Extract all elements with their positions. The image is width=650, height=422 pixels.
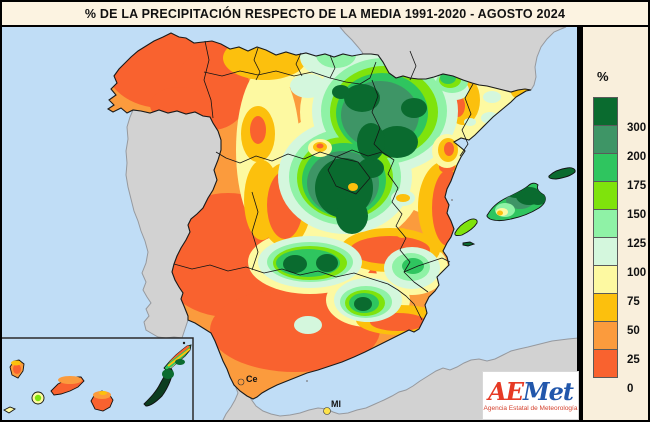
logo-letter-e: e: [548, 376, 564, 406]
legend-swatch-0: [593, 349, 618, 378]
la-graciosa-islet: [182, 341, 186, 345]
legend-swatch-175: [593, 153, 618, 182]
legend-label-150: 150: [627, 208, 647, 221]
legend-swatch-200: [593, 125, 618, 154]
legend-color-scale: [593, 97, 618, 378]
legend-panel: % 300 200 175 150 125 100 75 50 25 0: [577, 27, 650, 422]
legend-swatch-150: [593, 181, 618, 210]
aemet-logo-tagline: Agencia Estatal de Meteorología: [483, 404, 578, 412]
legend-label-25: 25: [627, 353, 640, 366]
formentera-island: [462, 241, 476, 247]
legend-label-125: 125: [627, 237, 647, 250]
legend-swatch-50: [593, 293, 618, 322]
legend-label-200: 200: [627, 150, 647, 163]
logo-letter-t: t: [562, 376, 574, 406]
ceuta-label: Ce: [246, 374, 258, 384]
melilla-marker: Ml: [323, 399, 341, 415]
legend-swatch-300: [593, 97, 618, 126]
legend-unit-label: %: [597, 69, 609, 84]
el-hierro-island: [3, 406, 16, 414]
legend-swatch-75: [593, 265, 618, 294]
legend-label-100: 100: [627, 266, 647, 279]
legend-label-175: 175: [627, 179, 647, 192]
logo-letter-a: A: [488, 376, 507, 406]
columbretes-islet: [451, 199, 453, 201]
melilla-label: Ml: [331, 399, 341, 409]
legend-value-labels: 300 200 175 150 125 100 75 50 25 0: [627, 113, 650, 403]
region-borders: [173, 40, 474, 321]
canary-islands-inset: [0, 337, 194, 422]
aemet-logo: AEMet Agencia Estatal de Meteorología: [483, 372, 578, 419]
legend-label-0: 0: [627, 382, 634, 395]
ibiza-island: [454, 218, 478, 237]
legend-label-75: 75: [627, 295, 640, 308]
ceuta-marker: Ce: [237, 374, 258, 386]
legend-swatch-125: [593, 209, 618, 238]
logo-letter-m: M: [522, 376, 550, 406]
legend-swatch-100: [593, 237, 618, 266]
aemet-logo-wordmark: AEMet: [488, 376, 574, 406]
logo-letter-e: E: [505, 376, 524, 406]
legend-swatch-25: [593, 321, 618, 350]
legend-label-50: 50: [627, 324, 640, 337]
title-bar: % DE LA PRECIPITACIÓN RESPECTO DE LA MED…: [0, 0, 650, 27]
menorca-island: [548, 167, 576, 180]
alboran-islet: [306, 380, 308, 382]
legend-label-300: 300: [627, 121, 647, 134]
page-title: % DE LA PRECIPITACIÓN RESPECTO DE LA MED…: [84, 6, 566, 21]
